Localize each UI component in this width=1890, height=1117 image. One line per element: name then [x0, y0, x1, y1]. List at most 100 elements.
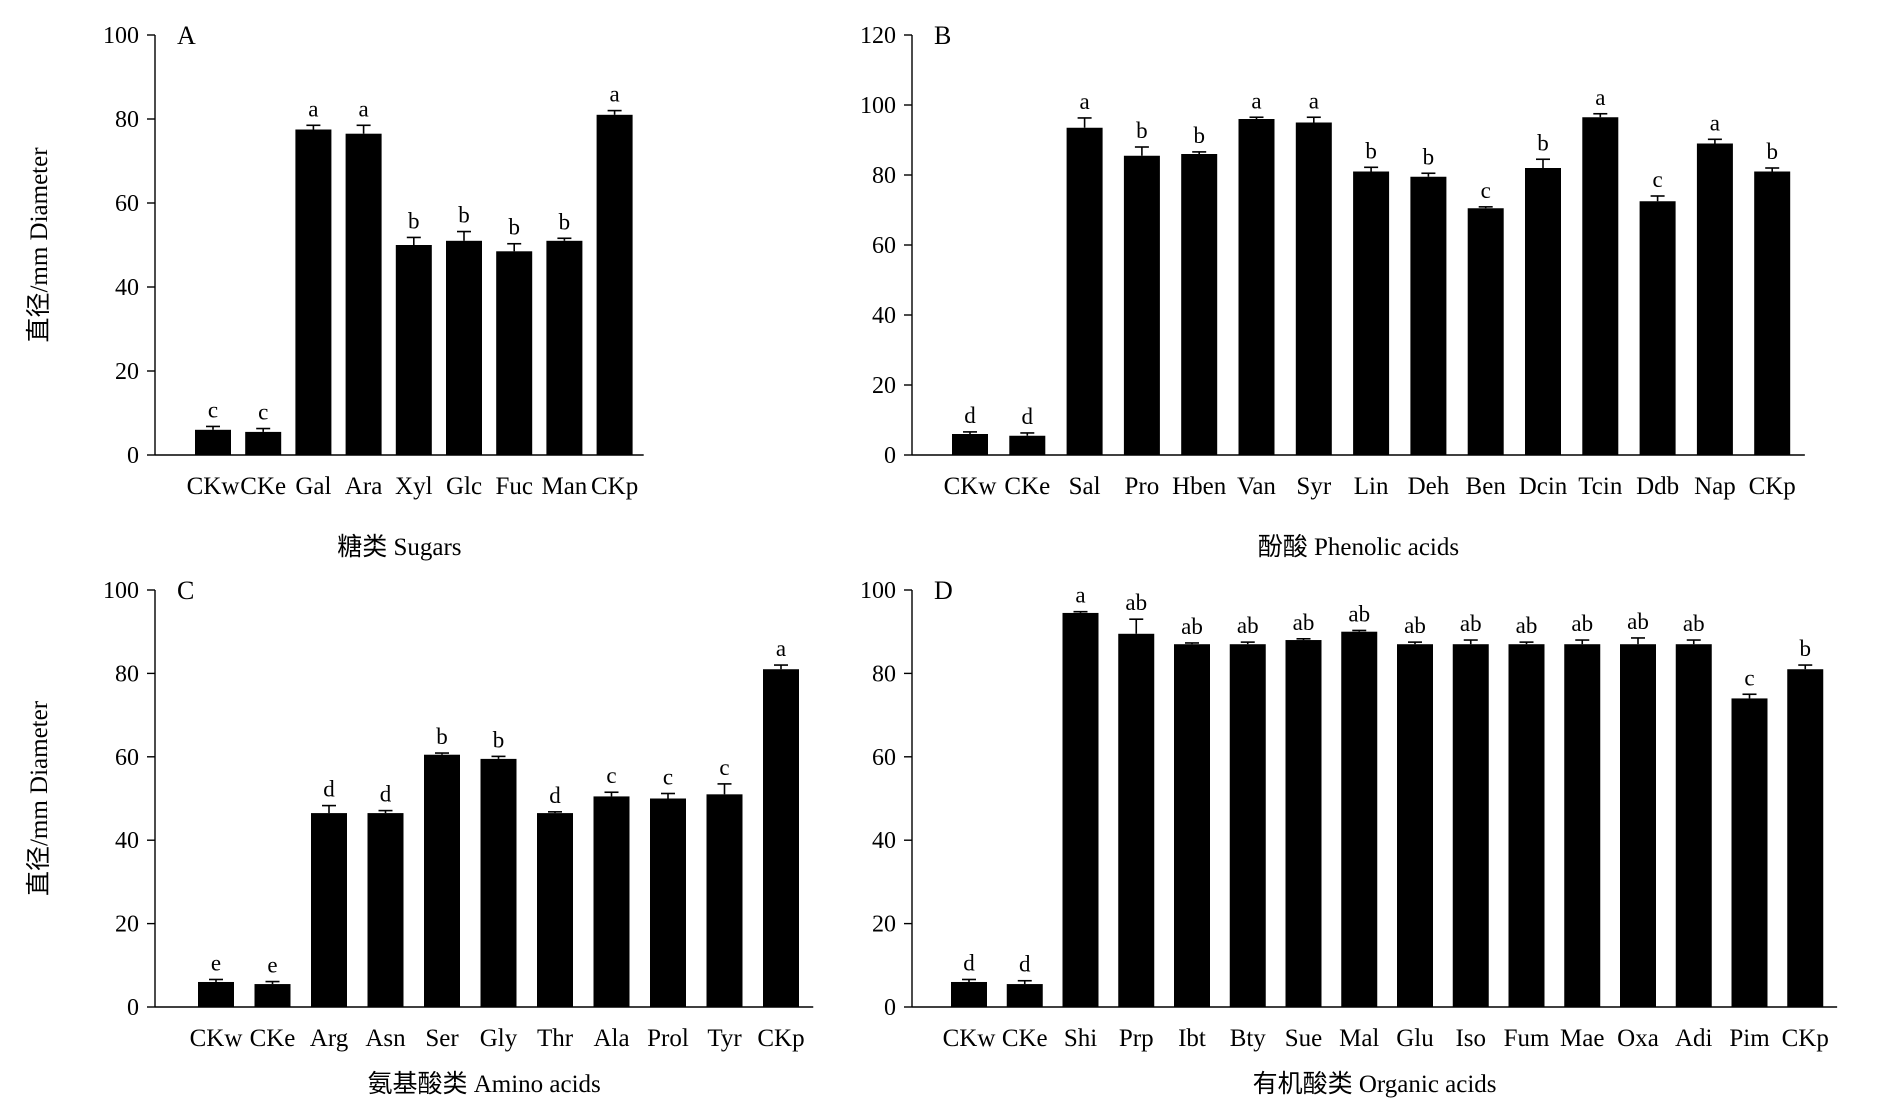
x-tick-label: Ala [593, 1025, 629, 1052]
bar [1238, 119, 1275, 455]
y-tick-label: 0 [127, 443, 139, 469]
x-tick-label: CKw [943, 1025, 996, 1052]
bar [446, 240, 482, 455]
bar [395, 245, 432, 455]
bar [1229, 644, 1266, 1007]
significance-label: ab [1460, 611, 1482, 636]
y-tick-label: 0 [884, 995, 896, 1021]
significance-label: c [258, 400, 268, 425]
bar [1787, 669, 1824, 1007]
y-tick-label: 60 [872, 233, 896, 259]
bar [537, 813, 573, 1007]
significance-label: d [323, 777, 335, 802]
y-tick-label: 80 [115, 107, 139, 133]
significance-label: ab [1125, 590, 1147, 615]
x-tick-label: Asn [365, 1025, 406, 1052]
bar [1731, 698, 1768, 1007]
y-tick-label: 100 [103, 578, 139, 604]
bar [195, 429, 231, 455]
x-tick-label: CKe [240, 473, 286, 500]
bar [1009, 435, 1046, 455]
significance-label: e [267, 953, 277, 978]
bar [1006, 984, 1043, 1007]
y-tick-label: 20 [872, 373, 896, 399]
panel-label: A [177, 21, 196, 50]
x-tick-label: CKe [1002, 1025, 1048, 1052]
x-axis-title: 酚酸 Phenolic acids [1258, 533, 1459, 561]
significance-label: c [663, 764, 673, 789]
x-tick-label: Oxa [1617, 1025, 1659, 1052]
significance-label: b [559, 209, 571, 234]
significance-label: a [776, 636, 786, 661]
bar [367, 813, 404, 1007]
x-tick-label: Lin [1354, 473, 1389, 500]
x-tick-label: Tyr [707, 1025, 742, 1052]
significance-label: b [1766, 139, 1778, 164]
bar [1066, 127, 1103, 455]
x-tick-label: Iso [1455, 1025, 1486, 1052]
bar [1397, 644, 1433, 1007]
significance-label: a [308, 96, 318, 121]
significance-label: b [1423, 144, 1435, 169]
significance-label: a [609, 82, 619, 107]
panel-label: D [934, 576, 953, 605]
bar [295, 129, 332, 455]
x-tick-label: Man [541, 473, 587, 500]
x-tick-label: Ara [345, 473, 382, 500]
significance-label: ab [1683, 611, 1705, 636]
significance-label: b [1365, 138, 1377, 163]
bar [650, 798, 686, 1007]
bar [1341, 631, 1378, 1007]
x-tick-label: Xyl [395, 473, 433, 500]
bar [345, 133, 382, 455]
bar [1696, 143, 1733, 455]
significance-label: a [1251, 88, 1261, 113]
bar [198, 981, 234, 1007]
bar [1564, 644, 1601, 1007]
x-tick-label: Gly [480, 1025, 518, 1052]
bar [1118, 633, 1155, 1007]
x-tick-label: Fuc [495, 473, 533, 500]
significance-label: b [436, 724, 448, 749]
x-axis-title: 有机酸类 Organic acids [1253, 1070, 1497, 1098]
bar [1525, 168, 1561, 455]
significance-label: e [211, 950, 221, 975]
significance-label: a [1595, 85, 1605, 110]
significance-label: ab [1348, 601, 1370, 626]
significance-label: d [380, 782, 392, 807]
x-tick-label: Ddb [1636, 473, 1679, 500]
bar [424, 754, 460, 1007]
y-tick-label: 0 [884, 443, 896, 469]
significance-label: d [964, 403, 976, 428]
x-tick-label: Pro [1125, 473, 1160, 500]
x-tick-label: CKw [190, 1025, 243, 1052]
bar [1582, 117, 1619, 455]
significance-label: c [1744, 665, 1754, 690]
x-tick-label: Tcin [1578, 473, 1623, 500]
y-axis-title: 直径/mm Diameter [25, 147, 53, 343]
bar [254, 984, 291, 1007]
y-tick-label: 80 [872, 163, 896, 189]
bar [706, 794, 743, 1007]
y-axis-title: 直径/mm Diameter [25, 700, 53, 896]
bar [245, 431, 282, 455]
significance-label: d [1022, 404, 1034, 429]
significance-label: c [1481, 178, 1491, 203]
bar [952, 434, 988, 455]
panel-c: 0 20 40 60 80 100 Ce CKw e CKe d Arg d Asn b Ser b Gly d Th… [25, 576, 814, 1098]
y-tick-label: 40 [115, 828, 139, 854]
x-tick-label: Prol [647, 1025, 689, 1052]
significance-label: ab [1571, 611, 1593, 636]
x-tick-label: Glc [446, 473, 482, 500]
x-tick-label: Gal [295, 473, 331, 500]
bar [1123, 155, 1160, 455]
bar [593, 796, 630, 1007]
x-tick-label: Fum [1504, 1025, 1550, 1052]
significance-label: b [408, 208, 420, 233]
x-tick-label: Ibt [1178, 1025, 1206, 1052]
significance-label: c [606, 763, 616, 788]
x-tick-label: Mal [1339, 1025, 1379, 1052]
x-tick-label: Van [1237, 473, 1276, 500]
significance-label: ab [1627, 609, 1649, 634]
x-tick-label: CKp [757, 1025, 804, 1052]
